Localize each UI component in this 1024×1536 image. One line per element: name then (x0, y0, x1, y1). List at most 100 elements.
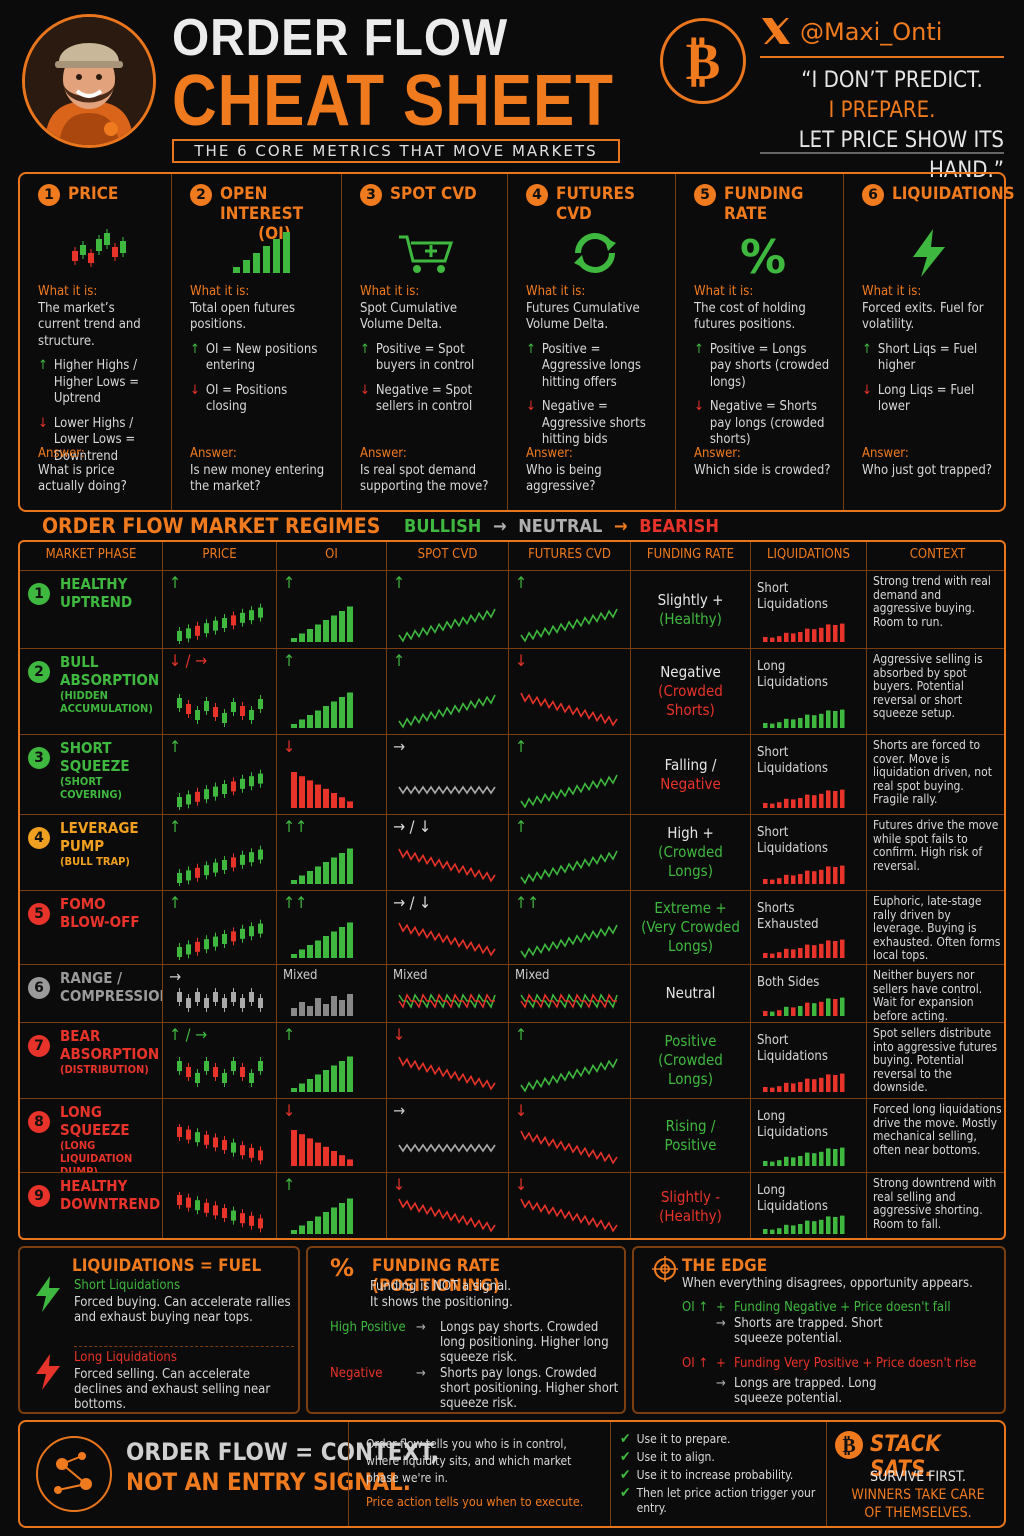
price-cell: ↑ (162, 815, 276, 890)
title-line2: CHEAT SHEET (172, 61, 614, 141)
market-phase: 8 LONG SQUEEZE (LONG LIQUIDATION DUMP) (20, 1099, 162, 1172)
table-header: MARKET PHASE PRICE OI SPOT CVD FUTURES CVD FU… (20, 542, 1004, 570)
svg-text:₿: ₿ (686, 32, 721, 92)
futures-cvd-cell: ↑ (508, 1023, 630, 1098)
liquidation-bars (763, 997, 845, 1016)
metric-title: 2 OPEN INTEREST (OI) (190, 184, 329, 244)
lightning-icon (34, 1354, 62, 1394)
price-cell (162, 1099, 276, 1172)
check-icon: ✔ (620, 1431, 631, 1447)
funding-cell: Extreme + (Very Crowded Longs) (630, 891, 750, 964)
regimes-legend: BULLISH → NEUTRAL → BEARISH (404, 516, 719, 537)
metric-title: 4 FUTURES CVD (526, 184, 663, 228)
oi-cell: ↑ (276, 1023, 386, 1098)
spot-cvd-cell: → / ↓ (386, 891, 508, 964)
price-candles (177, 1124, 263, 1165)
table-row: 8 LONG SQUEEZE (LONG LIQUIDATION DUMP) ↓ → ↓ R… (20, 1098, 1004, 1172)
liquidations-cell: Shorts Exhausted (750, 891, 866, 964)
price-cell: ↑ / → (162, 1023, 276, 1098)
check-icon: ✔ (620, 1467, 631, 1483)
context-cell: Neither buyers nor sellers have control.… (866, 965, 1004, 1022)
oi-cell: ↓ (276, 735, 386, 814)
futures-cvd-line (520, 850, 618, 885)
divider (760, 56, 1004, 58)
oi-bars (291, 922, 353, 958)
liquidations-cell: Short Liquidations (750, 571, 866, 648)
oi-cell: Mixed (276, 965, 386, 1022)
metric-title: 5 FUNDING RATE (694, 184, 831, 228)
percent-icon: % (330, 1254, 355, 1282)
bitcoin-icon: ₿ (660, 18, 746, 104)
funding-cell: Slightly - (Healthy) (630, 1173, 750, 1238)
price-candles (177, 845, 263, 886)
lightning-icon (34, 1276, 62, 1316)
regimes-title: ORDER FLOW MARKET REGIMES (42, 514, 381, 538)
edge-panel: THE EDGE When everything disagrees, oppo… (632, 1246, 1006, 1414)
market-phase: 2 BULL ABSORPTION (HIDDEN ACCUMULATION) (20, 649, 162, 734)
price-cell: → (162, 965, 276, 1022)
funding-cell: Slightly + (Healthy) (630, 571, 750, 648)
metric-title: 3 SPOT CVD (360, 184, 495, 228)
metric-col-4: 4 FUTURES CVD What it is: Futures Cumulativ… (508, 174, 676, 510)
price-candles (177, 769, 263, 810)
liquidations-cell: Short Liquidations (750, 735, 866, 814)
price-cell: ↑ (162, 891, 276, 964)
oi-cell: ↓ (276, 1099, 386, 1172)
cart-icon (360, 228, 495, 278)
liquidations-cell: Short Liquidations (750, 1023, 866, 1098)
funding-cell: High + (Crowded Longs) (630, 815, 750, 890)
check-icon: ✔ (620, 1485, 631, 1501)
arrow-up-icon: ↑ (190, 341, 200, 357)
futures-cvd-cell: ↓ (508, 1099, 630, 1172)
oi-cell: ↑↑ (276, 815, 386, 890)
price-cell: ↓ / → (162, 649, 276, 734)
oi-bars (291, 692, 353, 728)
market-phase: 9 HEALTHY DOWNTREND (20, 1173, 162, 1238)
spot-cvd-cell: Mixed (386, 965, 508, 1022)
funding-cell: Neutral (630, 965, 750, 1022)
arrow-up-icon: ↑ (360, 341, 370, 357)
network-icon (34, 1434, 114, 1518)
table-row: 2 BULL ABSORPTION (HIDDEN ACCUMULATION) ↓ /… (20, 648, 1004, 734)
funding-cell: Negative (Crowded Shorts) (630, 649, 750, 734)
context-cell: Strong trend with real demand and aggres… (866, 571, 1004, 648)
metric-col-6: 6 LIQUIDATIONS What it is: Forced exits. Fu… (862, 184, 1015, 478)
table-row: 3 SHORT SQUEEZE (SHORT COVERING) ↑ ↓ → ↑ Fallin… (20, 734, 1004, 814)
oi-bars (291, 848, 353, 884)
metric-title: 1 PRICE (38, 184, 159, 228)
x-handle[interactable]: @Maxi_Onti (800, 18, 943, 46)
cycle-icon (526, 228, 663, 278)
oi-bars (291, 772, 353, 808)
liquidations-cell: Long Liquidations (750, 649, 866, 734)
futures-cvd-line (520, 993, 618, 1009)
metric-col-3: 3 SPOT CVD What it is: Spot Cumulative Volu… (342, 174, 508, 510)
futures-cvd-line (520, 1058, 618, 1093)
table-row: 9 HEALTHY DOWNTREND ↑ ↓ ↓ Slightly - (Healthy)… (20, 1172, 1004, 1238)
regimes-table: MARKET PHASE PRICE OI SPOT CVD FUTURES CVD FU… (18, 540, 1006, 1240)
oi-cell: ↑↑ (276, 891, 386, 964)
context-cell: Euphoric, late-stage rally driven by lev… (866, 891, 1004, 964)
arrow-up-icon: ↑ (694, 341, 704, 357)
context-cell: Spot sellers distribute into aggressive … (866, 1023, 1004, 1098)
quote: “I DON’T PREDICT. I PREPARE. LET PRICE S… (798, 68, 1004, 183)
subtitle: THE 6 CORE METRICS THAT MOVE MARKETS (172, 139, 620, 163)
arrow-down-icon: ↓ (190, 382, 200, 398)
arrow-down-icon: ↓ (526, 399, 536, 414)
market-phase: 6 RANGE / COMPRESSION (20, 965, 162, 1022)
liquidation-bars (763, 623, 845, 642)
context-cell: Forced long liquidations drive the move.… (866, 1099, 1004, 1172)
context-cell: Aggressive selling is absorbed by spot b… (866, 649, 1004, 734)
bars-icon (190, 228, 329, 278)
futures-cvd-line (520, 1198, 618, 1233)
futures-cvd-line (520, 924, 618, 959)
futures-cvd-line (520, 1130, 618, 1165)
table-row: 1 HEALTHY UPTREND ↑ ↑ ↑ ↑ Slightly + (Healthy) S… (20, 570, 1004, 648)
oi-bars (291, 1198, 353, 1234)
price-candles (177, 694, 263, 727)
spot-cvd-line (398, 922, 496, 957)
check-icon: ✔ (620, 1449, 631, 1465)
liquidation-bars (763, 789, 845, 808)
futures-cvd-cell: ↓ (508, 649, 630, 734)
divider (760, 152, 1004, 154)
title-line1: ORDER FLOW (172, 9, 509, 67)
